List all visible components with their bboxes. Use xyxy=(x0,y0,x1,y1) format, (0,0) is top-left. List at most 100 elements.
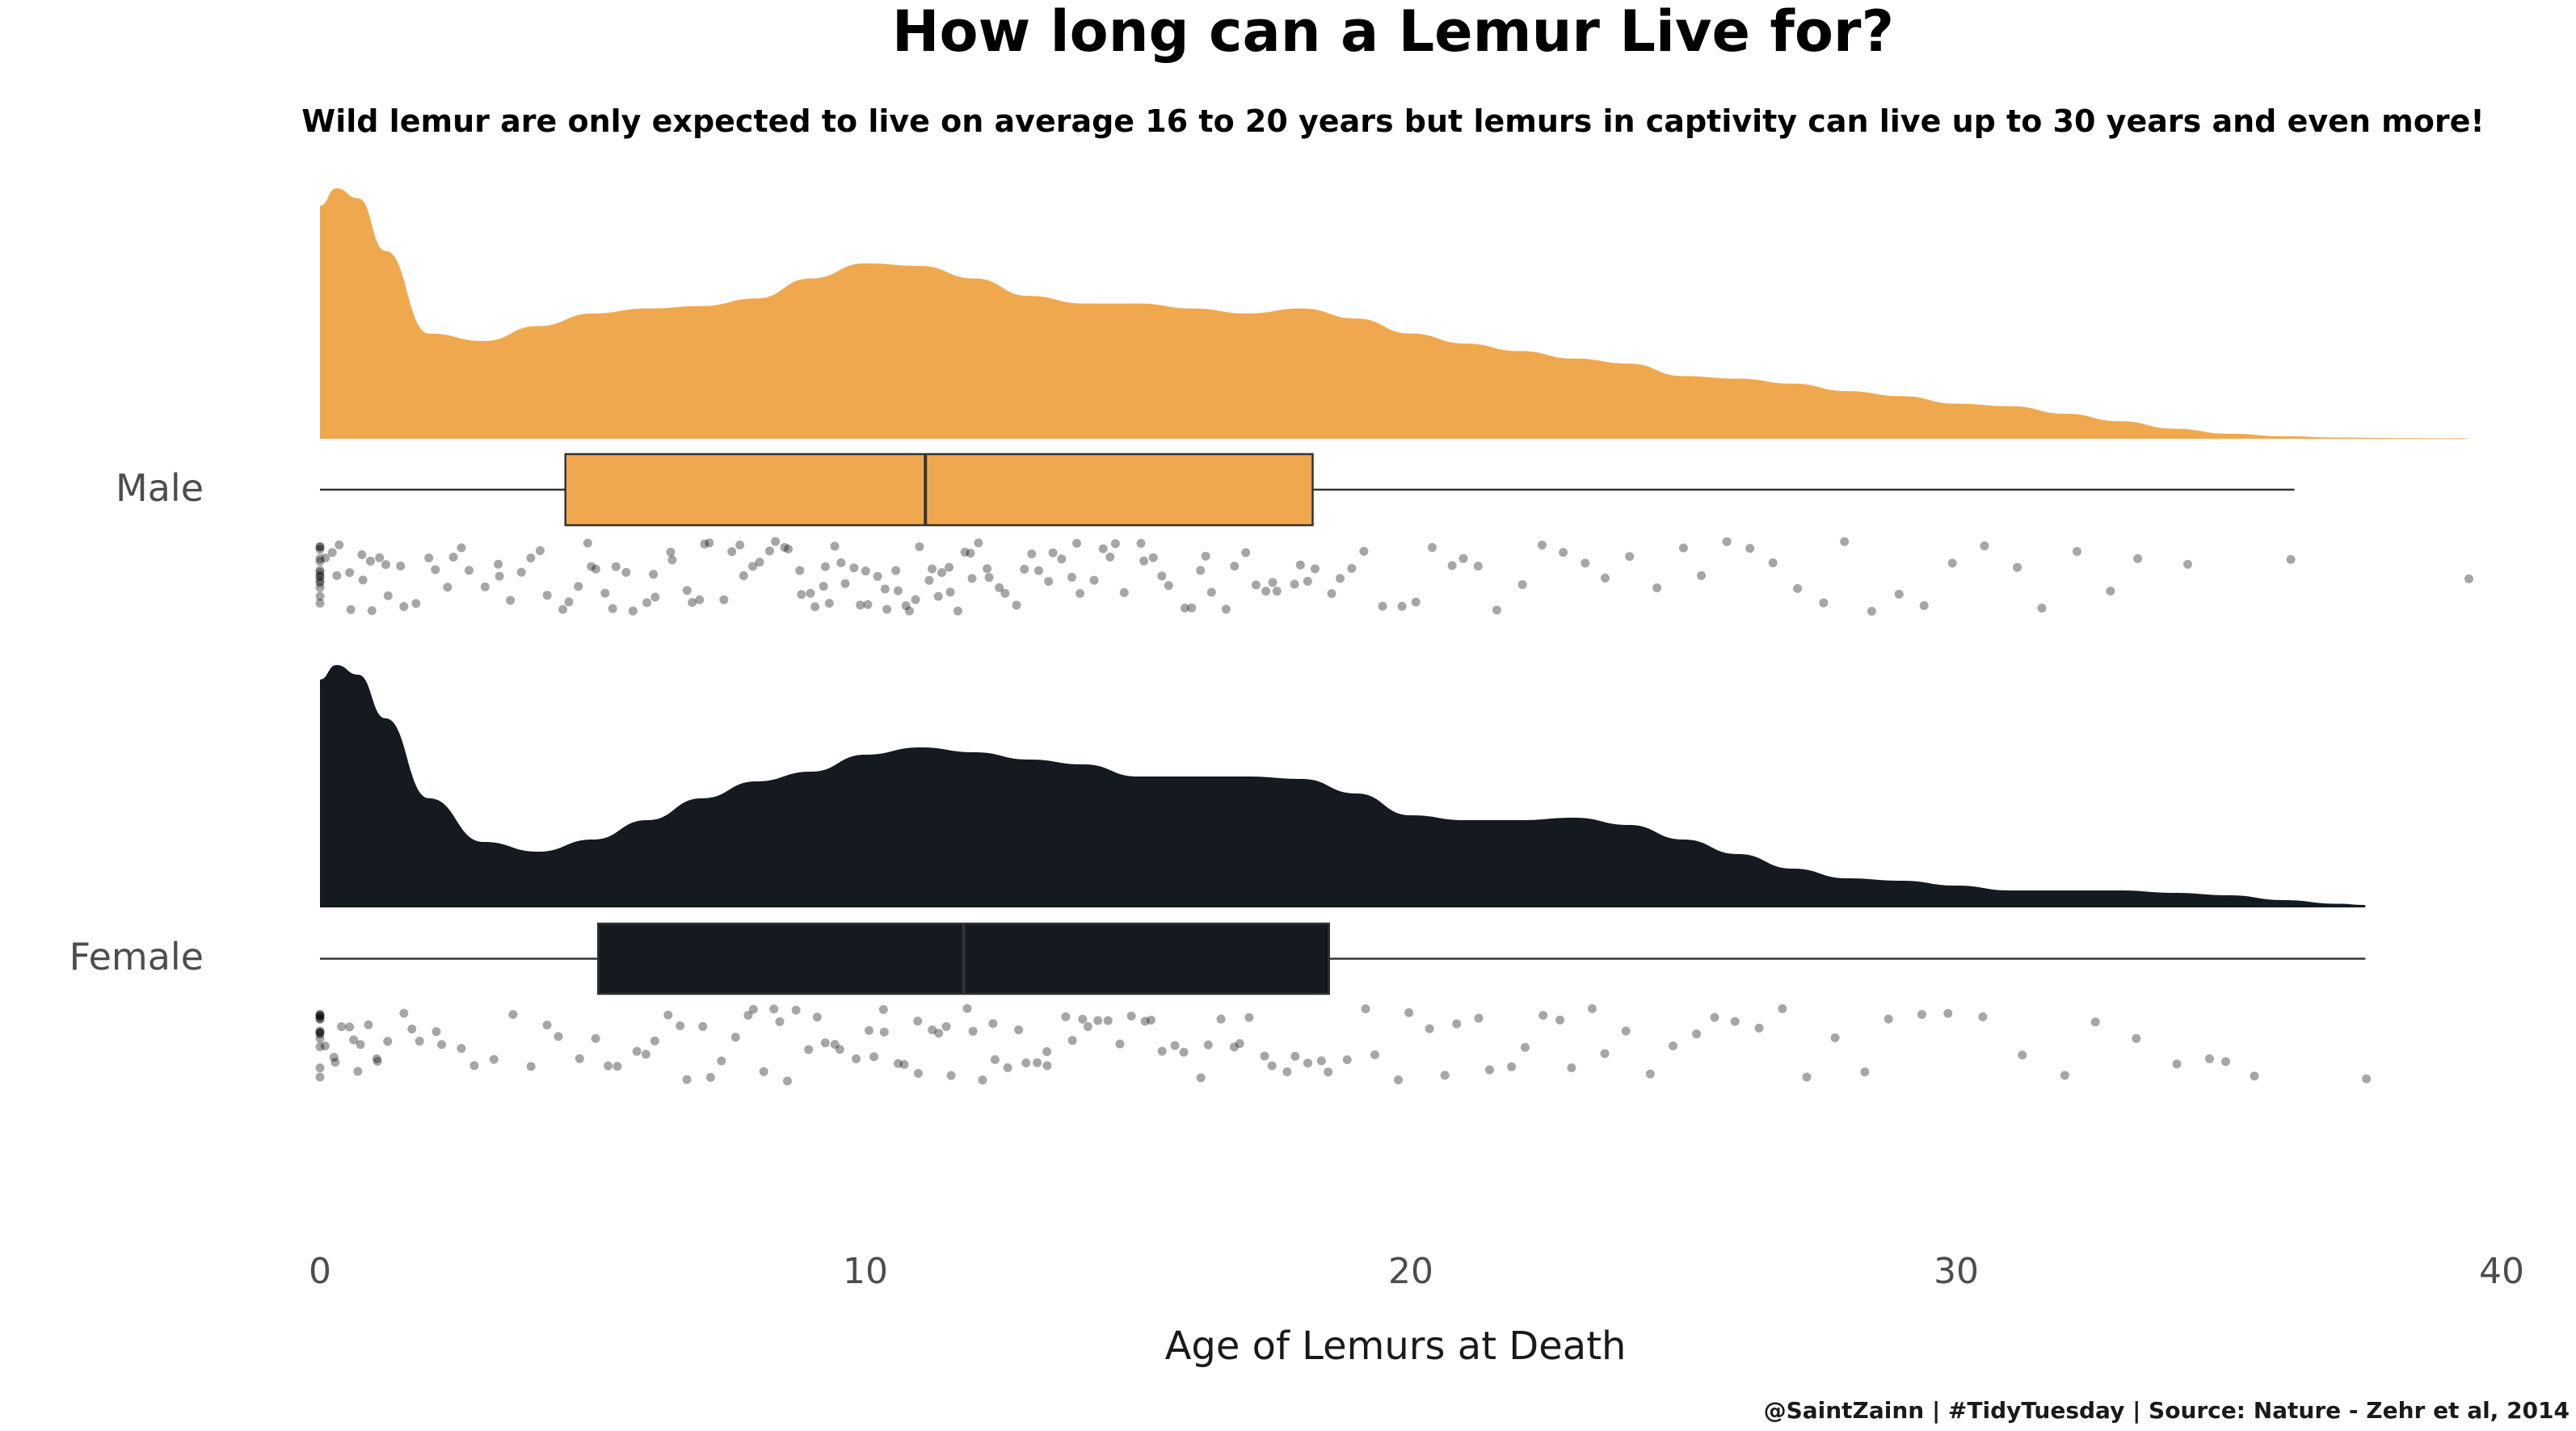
data-point xyxy=(769,1004,779,1014)
data-point xyxy=(372,1054,381,1063)
data-point xyxy=(2072,546,2081,556)
data-point xyxy=(2362,1074,2372,1084)
male-label: Male xyxy=(116,466,204,510)
data-point xyxy=(448,552,458,562)
data-point xyxy=(717,1056,726,1066)
data-point xyxy=(1303,1059,1313,1068)
data-point xyxy=(830,1040,840,1050)
data-point xyxy=(880,584,890,594)
data-point xyxy=(1327,589,1336,599)
data-point xyxy=(356,1040,365,1050)
data-point xyxy=(424,553,434,563)
data-point xyxy=(735,541,745,550)
chart-title: How long can a Lemur Live for? xyxy=(892,0,1894,65)
data-point xyxy=(650,1036,659,1046)
data-point xyxy=(345,1022,355,1032)
data-point xyxy=(1669,1041,1678,1050)
data-point xyxy=(1520,1042,1530,1052)
data-point xyxy=(1241,548,1251,558)
x-tick-label: 10 xyxy=(843,1251,888,1292)
data-point xyxy=(457,543,466,553)
data-point xyxy=(2106,587,2115,596)
x-axis-title: Age of Lemurs at Death xyxy=(1165,1324,1627,1369)
data-point xyxy=(1187,603,1197,612)
data-point xyxy=(1230,562,1240,571)
data-point xyxy=(1692,1029,1702,1039)
data-point xyxy=(852,1054,861,1063)
data-point xyxy=(1000,588,1010,598)
data-point xyxy=(759,1067,768,1076)
data-point xyxy=(526,1062,536,1071)
data-point xyxy=(349,1035,359,1045)
data-point xyxy=(1272,587,1282,596)
data-point xyxy=(2018,1050,2027,1060)
data-point xyxy=(1216,1014,1226,1024)
data-point xyxy=(564,597,574,607)
data-point xyxy=(1917,1009,1926,1019)
data-point xyxy=(315,1042,325,1052)
data-point xyxy=(879,1027,889,1037)
data-point xyxy=(995,583,1004,592)
data-point xyxy=(399,1008,409,1018)
data-point xyxy=(1947,558,1957,568)
data-point xyxy=(1140,1016,1150,1026)
data-point xyxy=(315,1014,325,1024)
data-point xyxy=(819,582,828,591)
data-point xyxy=(695,595,705,604)
data-point xyxy=(1894,589,1904,599)
data-point xyxy=(1473,562,1483,571)
data-point xyxy=(327,548,337,558)
data-point xyxy=(1458,553,1468,563)
female-group: Female xyxy=(69,665,2372,1086)
data-point xyxy=(1044,576,1054,586)
data-point xyxy=(315,553,325,563)
data-point xyxy=(437,1040,447,1050)
chart-subtitle: Wild lemur are only expected to live on … xyxy=(301,103,2484,139)
data-point xyxy=(1126,1011,1136,1021)
data-point xyxy=(1110,539,1120,549)
data-point xyxy=(1336,574,1345,583)
data-point xyxy=(641,1050,650,1059)
data-point xyxy=(1310,564,1320,574)
data-point xyxy=(506,596,516,605)
data-point xyxy=(1411,597,1421,607)
data-point xyxy=(974,538,983,548)
data-point xyxy=(2250,1071,2259,1081)
data-point xyxy=(1697,570,1707,580)
data-point xyxy=(583,538,592,548)
data-point xyxy=(984,573,994,583)
data-point xyxy=(575,1054,584,1063)
data-point xyxy=(719,595,729,604)
data-point xyxy=(1179,1047,1189,1057)
data-point xyxy=(1324,1067,1333,1077)
data-point xyxy=(320,1041,330,1050)
data-point xyxy=(705,1072,715,1082)
data-point xyxy=(1404,1008,1414,1017)
data-point xyxy=(1201,551,1210,561)
data-point xyxy=(780,543,789,553)
data-point xyxy=(913,1068,923,1078)
data-point xyxy=(1235,1038,1244,1048)
data-point xyxy=(1067,572,1077,582)
data-point xyxy=(2220,1057,2230,1067)
data-point xyxy=(315,572,325,582)
data-point xyxy=(381,560,390,570)
plot-area: Male Female xyxy=(69,188,2473,1086)
data-point xyxy=(337,1022,347,1032)
data-point xyxy=(315,578,325,587)
data-point xyxy=(1507,1062,1517,1071)
data-point xyxy=(730,1033,740,1042)
data-point xyxy=(457,1043,466,1053)
data-point xyxy=(1587,1004,1597,1013)
data-point xyxy=(1267,1061,1277,1071)
data-point xyxy=(1206,587,1216,597)
data-point xyxy=(1033,566,1043,575)
data-point xyxy=(864,1025,873,1035)
data-point xyxy=(611,562,621,571)
data-point xyxy=(407,1025,417,1034)
data-point xyxy=(1980,541,1989,550)
data-point xyxy=(396,561,406,570)
data-point xyxy=(315,591,325,601)
data-point xyxy=(1093,1016,1103,1025)
data-point xyxy=(1555,1015,1565,1025)
